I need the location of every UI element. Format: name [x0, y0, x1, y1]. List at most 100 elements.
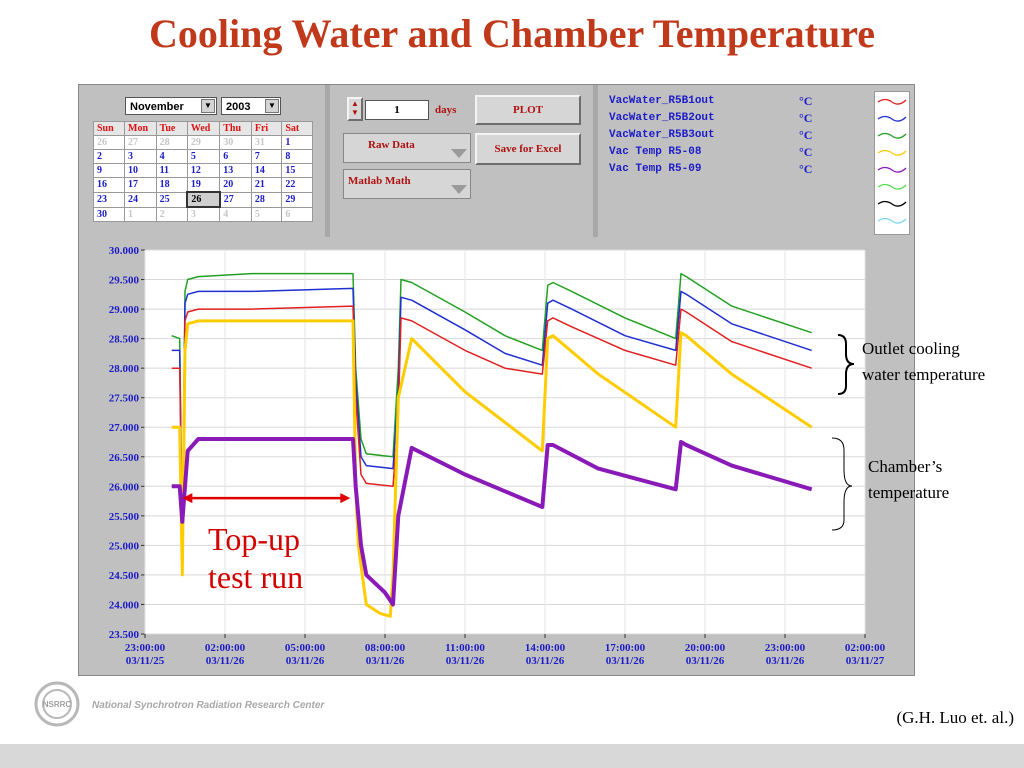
chamber-brace [831, 437, 853, 531]
topup-line-1: Top-up [208, 521, 300, 557]
calendar-day[interactable]: 15 [281, 163, 313, 178]
y-tick-label: 29.500 [109, 275, 140, 287]
calendar-day[interactable]: 28 [155, 135, 188, 150]
calendar-day[interactable]: 22 [281, 177, 313, 193]
math-mode-select[interactable]: Matlab Math [343, 169, 471, 199]
calendar-day[interactable]: 26 [186, 191, 221, 208]
y-tick-label: 25.000 [109, 540, 140, 552]
calendar-week: 23 24 25 26 27 28 29 [92, 191, 313, 208]
calendar-day[interactable]: 27 [124, 135, 157, 150]
legend-item-name: VacWater_R5B3out [609, 129, 715, 141]
calendar-day[interactable]: 5 [186, 149, 221, 164]
y-tick-label: 24.000 [109, 599, 140, 611]
calendar-day[interactable]: 30 [92, 206, 126, 222]
calendar-day[interactable]: 4 [219, 206, 252, 222]
x-tick-date: 03/11/26 [206, 655, 245, 667]
calendar-day[interactable]: 3 [124, 149, 157, 164]
calendar-day[interactable]: 7 [250, 149, 283, 164]
calendar-day[interactable]: 6 [219, 149, 252, 164]
calendar-day[interactable]: 25 [155, 191, 188, 208]
calendar-day[interactable]: 6 [281, 206, 313, 222]
chevron-down-icon[interactable]: ▼ [201, 99, 215, 113]
calendar-day[interactable]: 3 [186, 206, 221, 222]
topup-annotation: Top-up test run [208, 520, 303, 596]
pane-divider-left [325, 85, 330, 237]
calendar-day[interactable]: 12 [186, 163, 221, 178]
y-tick-label: 26.000 [109, 481, 140, 493]
org-name: National Synchrotron Radiation Research … [92, 700, 325, 711]
data-mode-value: Raw Data [368, 139, 415, 151]
calendar-day[interactable]: 21 [250, 177, 283, 193]
x-tick-date: 03/11/26 [286, 655, 325, 667]
calendar-day[interactable]: 17 [124, 177, 157, 193]
calendar-day[interactable]: 28 [250, 191, 283, 208]
weekday-header: Fri [250, 121, 283, 136]
calendar-day[interactable]: 31 [250, 135, 283, 150]
calendar-day[interactable]: 14 [250, 163, 283, 178]
weekday-header: Wed [186, 121, 221, 136]
calendar-day[interactable]: 18 [155, 177, 188, 193]
legend-swatch [877, 217, 907, 224]
chevron-down-icon[interactable] [451, 149, 467, 158]
y-tick-label: 28.000 [109, 363, 140, 375]
calendar-day[interactable]: 9 [92, 163, 126, 178]
legend-swatch [877, 149, 907, 156]
calendar-day[interactable]: 24 [124, 191, 157, 208]
x-tick-date: 03/11/27 [846, 655, 885, 667]
y-tick-label: 29.000 [109, 304, 140, 316]
calendar-day[interactable]: 29 [281, 191, 313, 208]
legend-item-name: VacWater_R5B1out [609, 95, 715, 107]
math-mode-value: Matlab Math [348, 175, 411, 187]
calendar-day[interactable]: 11 [155, 163, 188, 178]
outlet-line-1: Outlet cooling [862, 339, 960, 358]
days-spinner[interactable]: ▲ ▼ [347, 97, 363, 121]
chevron-down-icon[interactable] [451, 185, 467, 194]
calendar-day[interactable]: 2 [92, 149, 126, 164]
calendar-day[interactable]: 20 [219, 177, 252, 193]
days-input[interactable]: 1 [365, 100, 429, 120]
save-for-excel-button[interactable]: Save for Excel [475, 133, 581, 165]
x-tick-time: 05:00:00 [285, 642, 326, 654]
plot-button[interactable]: PLOT [475, 95, 581, 125]
legend-item-unit: °C [799, 145, 813, 159]
calendar-day[interactable]: 27 [219, 191, 252, 208]
calendar-day[interactable]: 30 [219, 135, 252, 150]
x-tick-time: 11:00:00 [445, 642, 485, 654]
calendar-day[interactable]: 13 [219, 163, 252, 178]
calendar-day[interactable]: 29 [186, 135, 221, 150]
month-select[interactable]: November ▼ [125, 97, 217, 115]
calendar-day[interactable]: 23 [92, 191, 126, 208]
chevron-down-icon[interactable]: ▼ [265, 99, 279, 113]
plot-legend: VacWater_R5B1out °C VacWater_R5B2out °C VacW… [599, 89, 911, 235]
legend-swatch [877, 200, 907, 207]
data-mode-select[interactable]: Raw Data [343, 133, 471, 163]
calendar-day[interactable]: 16 [92, 177, 126, 193]
calendar-day[interactable]: 8 [281, 149, 313, 164]
x-tick-date: 03/11/26 [446, 655, 485, 667]
x-tick-time: 02:00:00 [845, 642, 886, 654]
outlet-brace [837, 334, 855, 395]
calendar-day[interactable]: 19 [186, 177, 221, 193]
calendar-day[interactable]: 4 [155, 149, 188, 164]
x-tick-date: 03/11/26 [686, 655, 725, 667]
calendar-day[interactable]: 1 [124, 206, 157, 222]
legend-item-unit: °C [799, 111, 813, 125]
calendar-day[interactable]: 5 [250, 206, 283, 222]
calendar-day[interactable]: 10 [124, 163, 157, 178]
x-tick-date: 03/11/26 [526, 655, 565, 667]
calendar-day[interactable]: 26 [92, 135, 126, 150]
legend-swatch [877, 166, 907, 173]
pane-divider-right [593, 85, 598, 237]
calendar-day[interactable]: 1 [281, 135, 313, 150]
year-select[interactable]: 2003 ▼ [221, 97, 281, 115]
series-line [171, 287, 812, 547]
weekday-header: Sun [92, 121, 126, 136]
calendar-day[interactable]: 2 [155, 206, 188, 222]
x-tick-time: 02:00:00 [205, 642, 246, 654]
calendar-week: 9 10 11 12 13 14 15 [92, 163, 313, 178]
calendar-week: 26 27 28 29 30 31 1 [92, 135, 313, 150]
x-tick-time: 17:00:00 [605, 642, 646, 654]
plot-area [144, 249, 866, 635]
month-value: November [130, 101, 184, 113]
